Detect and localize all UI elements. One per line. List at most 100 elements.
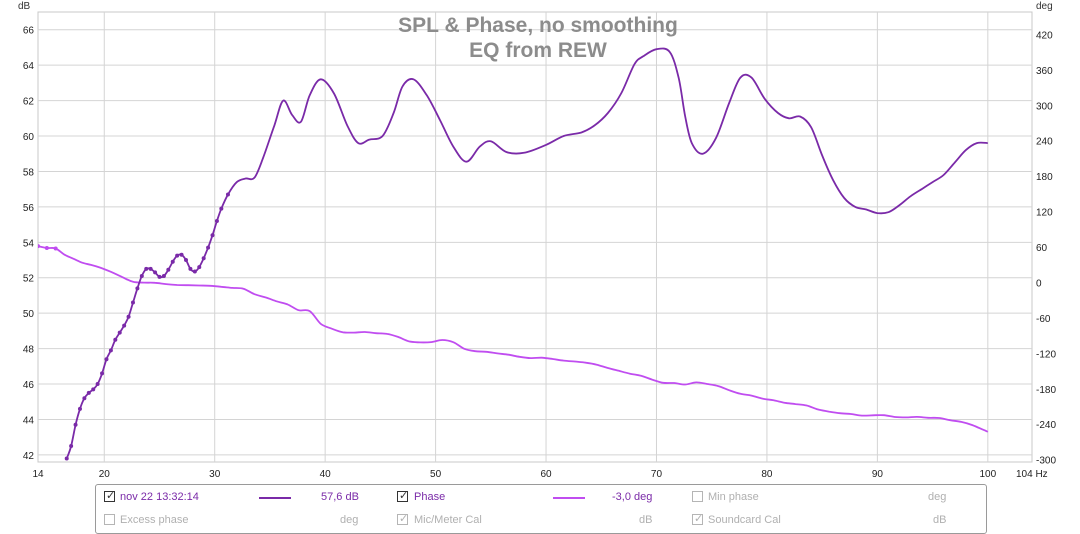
x-tick-label: 40	[320, 469, 332, 480]
legend-label-min-phase: Min phase	[708, 491, 759, 503]
spl-data-point	[188, 266, 193, 271]
legend-checkbox-phase[interactable]: ✓	[397, 490, 409, 502]
phase-data-point	[53, 246, 58, 251]
spl-data-point	[161, 273, 166, 278]
spl-data-point	[210, 233, 215, 238]
y-left-tick-label: 62	[23, 97, 35, 108]
legend-label-soundcard-cal: Soundcard Cal	[708, 514, 781, 526]
y-right-tick-label: 300	[1036, 101, 1053, 112]
x-tick-label: 14	[32, 469, 44, 480]
spl-data-point	[130, 300, 135, 305]
y-left-tick-label: 44	[23, 415, 35, 426]
y-right-unit-label: deg	[1036, 1, 1053, 12]
spl-data-point	[148, 266, 153, 271]
y-right-tick-label: 120	[1036, 208, 1053, 219]
spl-data-point	[77, 406, 82, 411]
y-left-unit-label: dB	[18, 1, 31, 12]
y-right-tick-label: -120	[1036, 349, 1056, 360]
legend-checkbox-min-phase[interactable]	[692, 491, 703, 502]
y-right-tick-label: -60	[1036, 314, 1051, 325]
spl-data-point	[113, 337, 118, 342]
y-left-tick-label: 48	[23, 345, 35, 356]
y-left-tick-label: 54	[23, 238, 35, 249]
x-tick-label: 104 Hz	[1016, 469, 1048, 480]
y-right-tick-label: 360	[1036, 66, 1053, 77]
y-left-tick-label: 50	[23, 309, 35, 320]
legend-checkbox-mic-cal[interactable]: ✓	[397, 513, 409, 525]
legend-swatch-phase	[553, 497, 585, 499]
y-right-tick-label: -240	[1036, 420, 1056, 431]
y-left-tick-label: 58	[23, 167, 35, 178]
spl-phase-chart: 14 20 30 40 50 60 70 80 90 100 104 Hz 42 44 46 48 50 52 5…	[18, 1, 1057, 480]
spl-data-point	[157, 274, 162, 279]
spl-data-point	[170, 259, 175, 264]
x-tick-label: 90	[872, 469, 884, 480]
x-tick-label: 20	[99, 469, 111, 480]
spl-data-point	[197, 265, 202, 270]
spl-data-point	[214, 219, 219, 224]
spl-data-point	[144, 266, 149, 271]
y-right-tick-label: -180	[1036, 385, 1056, 396]
spl-data-point	[95, 382, 100, 387]
y-right-tick-label: 240	[1036, 137, 1053, 148]
legend-unit-soundcard-cal: dB	[933, 514, 947, 526]
spl-data-point	[175, 253, 180, 258]
y-left-tick-label: 56	[23, 203, 35, 214]
y-left-tick-label: 42	[23, 451, 35, 462]
plot-area[interactable]	[37, 11, 1033, 463]
y-left-tick-label: 60	[23, 132, 35, 143]
spl-data-point	[104, 357, 109, 362]
legend-unit-mic-cal: dB	[639, 514, 653, 526]
spl-data-point	[206, 245, 211, 250]
axis-ticks: 14 20 30 40 50 60 70 80 90 100 104 Hz 42 44 46 48 50 52 5…	[23, 26, 1057, 480]
spl-data-point	[108, 348, 113, 353]
phase-data-point	[38, 244, 40, 249]
spl-data-point	[100, 371, 105, 376]
y-right-tick-label: -300	[1036, 456, 1056, 467]
spl-data-point	[64, 456, 69, 461]
check-icon: ✓	[694, 513, 704, 525]
chart-subtitle: EQ from REW	[469, 39, 607, 62]
y-left-tick-label: 64	[23, 61, 35, 72]
spl-data-point	[91, 387, 96, 392]
legend-label-excess-phase: Excess phase	[120, 514, 189, 526]
y-left-tick-label: 46	[23, 380, 35, 391]
series-group	[38, 47, 989, 461]
legend-checkbox-soundcard-cal[interactable]: ✓	[692, 513, 704, 525]
x-tick-label: 50	[430, 469, 442, 480]
spl-data-point	[166, 267, 171, 272]
chart-title: SPL & Phase, no smoothing	[398, 14, 678, 37]
spl-data-point	[135, 286, 140, 291]
grid	[38, 12, 1032, 462]
spl-data-point	[179, 252, 184, 257]
legend-unit-min-phase: deg	[928, 491, 947, 503]
spl-data-point	[126, 314, 131, 319]
spl-data-point	[192, 269, 197, 274]
legend-swatch-measurement	[259, 497, 291, 499]
x-tick-label: 80	[761, 469, 773, 480]
legend-checkbox-excess-phase[interactable]	[104, 514, 115, 525]
x-tick-label: 100	[979, 469, 996, 480]
phase-series-line	[38, 245, 989, 433]
spl-data-point	[219, 206, 224, 211]
spl-data-point	[122, 323, 127, 328]
spl-data-point	[82, 396, 87, 401]
check-icon: ✓	[399, 513, 409, 525]
y-left-tick-label: 66	[23, 26, 35, 37]
check-icon: ✓	[106, 490, 116, 502]
legend-value-measurement: 57,6 dB	[321, 491, 359, 503]
y-left-tick-label: 52	[23, 274, 35, 285]
spl-data-point	[153, 270, 158, 275]
x-tick-label: 70	[651, 469, 663, 480]
y-right-tick-label: 60	[1036, 243, 1048, 254]
check-icon: ✓	[399, 490, 409, 502]
spl-data-point	[73, 422, 78, 427]
legend-checkbox-measurement[interactable]: ✓	[104, 490, 116, 502]
spl-data-point	[117, 330, 122, 335]
spl-data-point	[183, 258, 188, 263]
legend-label-measurement: nov 22 13:32:14	[120, 491, 199, 503]
phase-data-point	[44, 245, 49, 250]
spl-data-point	[69, 444, 74, 449]
legend-unit-excess-phase: deg	[340, 514, 359, 526]
spl-data-point	[86, 390, 91, 395]
